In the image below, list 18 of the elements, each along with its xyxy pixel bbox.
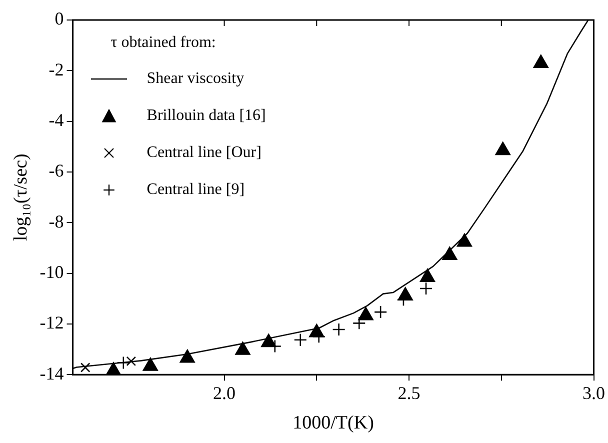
y-tick-label: -2 <box>48 59 64 80</box>
legend-label: Central line [Our] <box>146 144 262 162</box>
y-tick-label: 0 <box>54 8 64 29</box>
y-tick-label: -10 <box>40 262 64 282</box>
legend-label: Brillouin data [16] <box>146 106 266 124</box>
legend-title: τ obtained from: <box>110 34 217 53</box>
y-tick-label: -8 <box>48 211 64 232</box>
x-tick-label: 3.0 <box>582 383 605 404</box>
y-tick-label: -14 <box>40 363 64 384</box>
x-tick-label: 2.5 <box>398 383 420 404</box>
y-tick-label: -12 <box>40 312 64 333</box>
x-axis-title: 1000/T(K) <box>292 412 374 434</box>
x-tick-label: 2.0 <box>213 383 236 404</box>
legend-label: Central line [9] <box>146 180 245 198</box>
y-axis-title: log₁₀(τ/sec) <box>10 154 32 241</box>
legend-label: Shear viscosity <box>146 70 244 88</box>
y-tick-label: -6 <box>48 160 64 181</box>
y-tick-label: -4 <box>48 110 64 130</box>
